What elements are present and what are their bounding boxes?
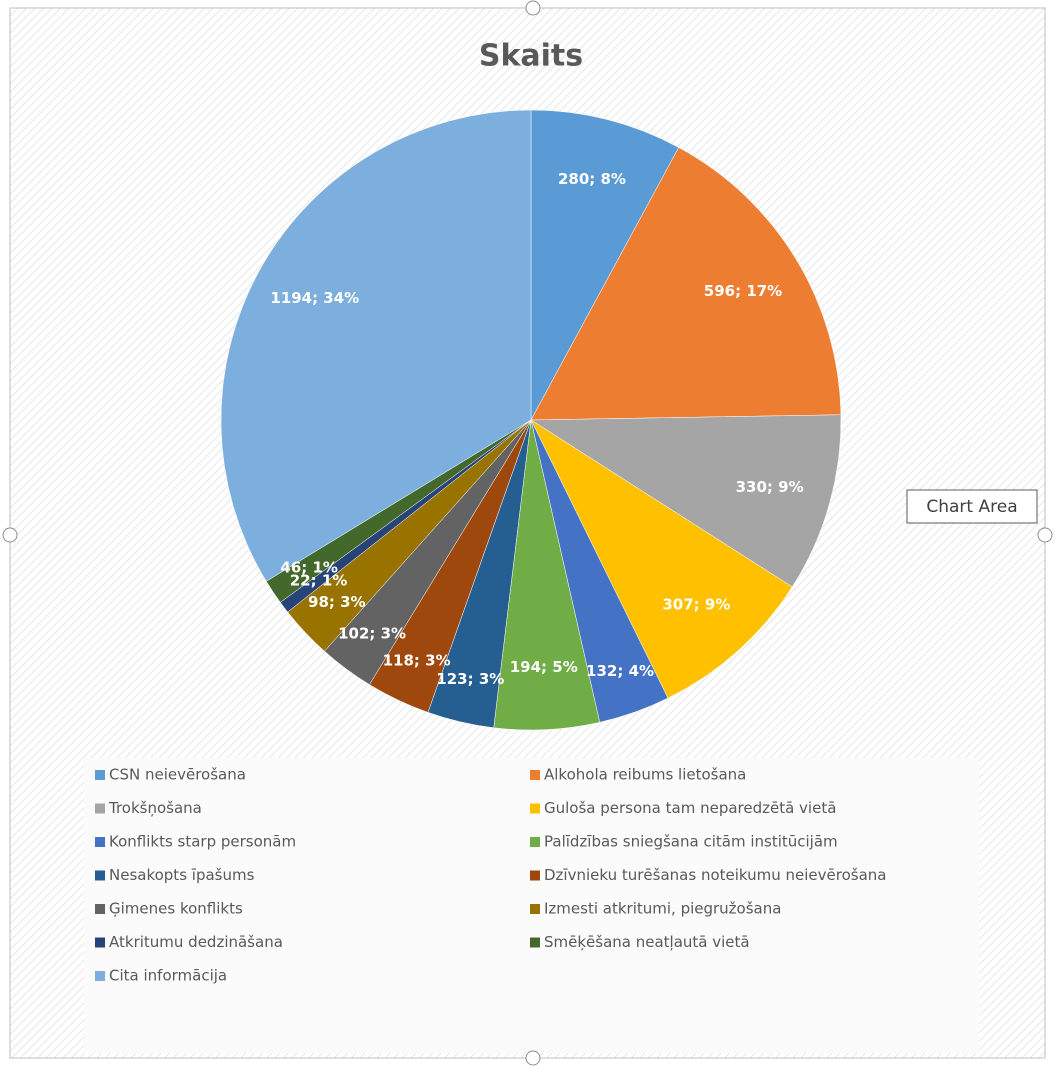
legend-swatch (95, 870, 105, 881)
data-label: 118; 3% (383, 651, 451, 669)
legend-swatch (95, 837, 105, 847)
legend-swatch (530, 937, 540, 948)
data-label: 22; 1% (290, 571, 348, 589)
legend-swatch (95, 937, 105, 948)
tooltip-box (906, 489, 1038, 524)
data-label: 46; 1% (280, 558, 338, 576)
legend-label: Izmesti atkritumi, piegružošana (544, 900, 781, 918)
data-label: 194; 5% (510, 658, 578, 676)
legend-swatch (95, 803, 105, 814)
legend-label: Palīdzības sniegšana citām institūcijām (544, 833, 838, 851)
legend-label: Konflikts starp personām (109, 833, 296, 851)
legend-label: Smēķēšana neatļautā vietā (544, 933, 750, 951)
pie (220, 109, 842, 731)
data-label: 596; 17% (704, 282, 782, 300)
data-label: 98; 3% (308, 593, 366, 611)
legend-swatch (530, 803, 540, 814)
pie-slice (530, 147, 842, 421)
pie-slice (530, 414, 842, 588)
data-label: 280; 8% (558, 170, 626, 188)
pie-slice (530, 419, 793, 699)
tooltip: Chart Area (926, 497, 1017, 517)
legend-swatch (530, 770, 540, 780)
legend-label: Trokšņošana (108, 799, 202, 817)
data-label: 132; 4% (586, 662, 654, 680)
data-label: 330; 9% (736, 478, 804, 496)
legend-label: Atkritumu dedzināšana (109, 933, 283, 951)
legend-swatch (530, 870, 540, 881)
legend-swatch (95, 971, 105, 981)
legend-label: Alkohola reibums lietošana (544, 766, 746, 784)
data-label: 102; 3% (338, 625, 406, 643)
data-label: 1194; 34% (270, 289, 359, 307)
data-label: 123; 3% (436, 670, 504, 688)
pie-slice (530, 109, 680, 421)
legend-label: Dzīvnieku turēšanas noteikumu neievēroša… (544, 866, 886, 884)
pie-slice (220, 109, 532, 582)
chart-title: Skaits (479, 39, 583, 74)
data-label: 307; 9% (662, 595, 730, 613)
legend-swatch (95, 904, 105, 914)
legend-swatch (95, 770, 105, 780)
legend-label: Nesakopts īpašums (109, 866, 255, 884)
legend-label: Guloša persona tam neparedzētā vietā (544, 799, 836, 817)
legend-label: Cita informācija (109, 967, 227, 985)
legend-label: CSN neievērošana (109, 766, 246, 784)
legend-swatch (530, 904, 540, 914)
legend-label: Ģimenes konflikts (109, 900, 243, 918)
legend-swatch (530, 837, 540, 847)
